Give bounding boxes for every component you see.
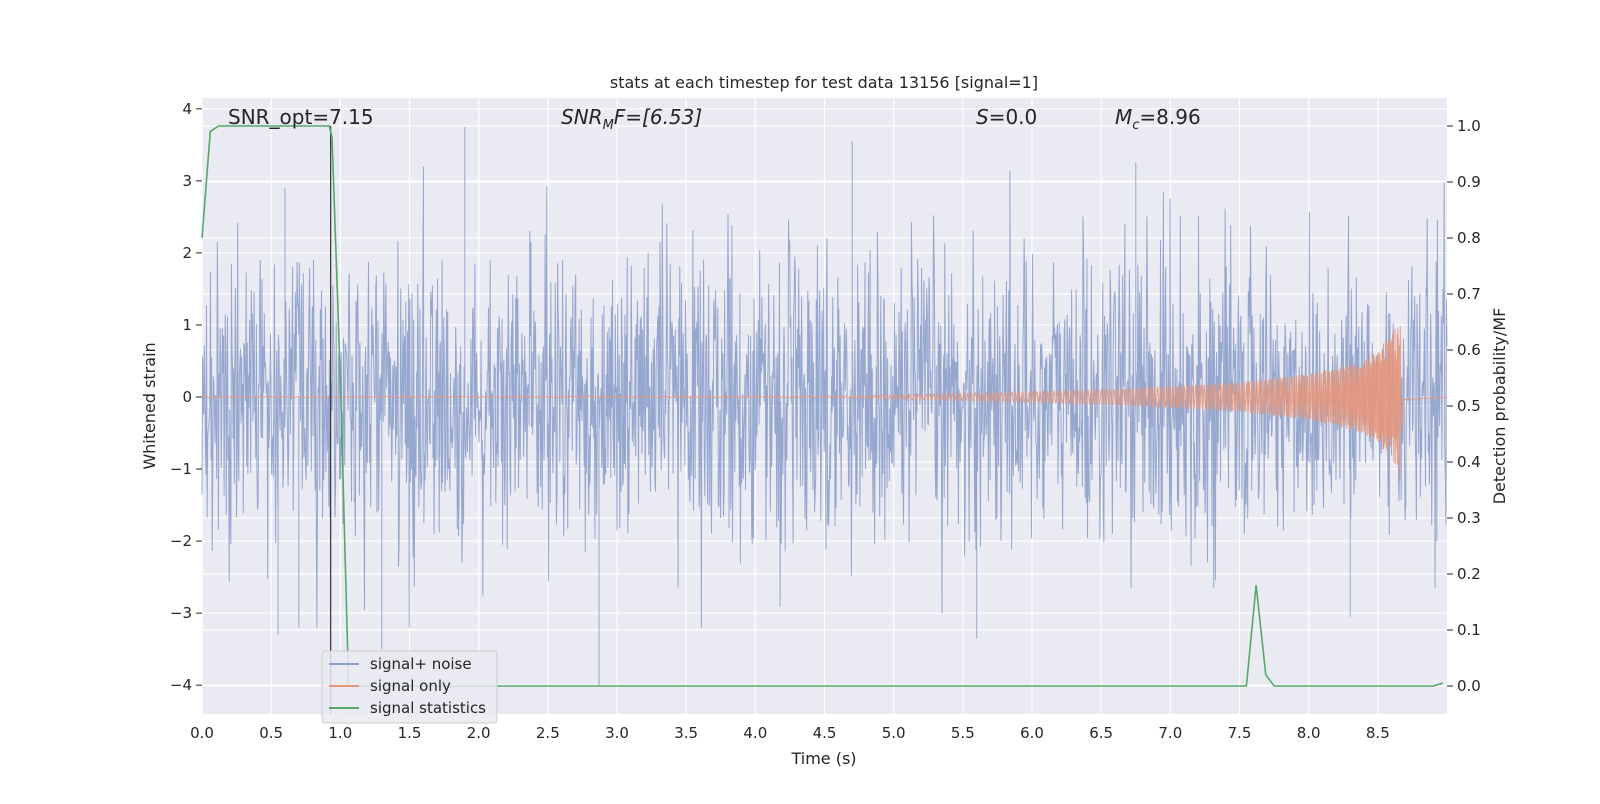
y-left-tick-label: 3 xyxy=(182,172,192,190)
legend: signal+ noise signal only signal statist… xyxy=(321,650,498,724)
annotation-snr-mf: SNRMF=[6.53] xyxy=(561,105,702,133)
x-tick-label: 8.0 xyxy=(1297,724,1321,742)
x-tick-label: 0.5 xyxy=(259,724,283,742)
legend-box xyxy=(321,650,498,724)
x-tick-label: 5.0 xyxy=(882,724,906,742)
y-axis-label-right: Detection probability/MF xyxy=(1490,308,1509,505)
x-tick-label: 6.5 xyxy=(1089,724,1113,742)
x-tick-label: 7.5 xyxy=(1228,724,1252,742)
x-tick-label: 5.5 xyxy=(951,724,975,742)
annotation-mc-symbol: M xyxy=(1115,105,1132,129)
y-left-tick-label: 0 xyxy=(182,388,192,406)
y-left-tick-label: −3 xyxy=(170,604,192,622)
x-axis-label: Time (s) xyxy=(790,749,856,768)
chart-title: stats at each timestep for test data 131… xyxy=(610,73,1038,92)
y-right-tick-label: 1.0 xyxy=(1457,117,1481,135)
y-left-tick-label: −1 xyxy=(170,460,192,478)
annotation-mc-subscript: c xyxy=(1132,118,1139,133)
annotation-mc: Mc=8.96 xyxy=(1115,105,1201,133)
y-right-tick-label: 0.4 xyxy=(1457,453,1481,471)
x-tick-label: 0.0 xyxy=(190,724,214,742)
series-signal-noise xyxy=(201,126,1448,686)
x-tick-label: 6.0 xyxy=(1020,724,1044,742)
y-right-tick-label: 0.5 xyxy=(1457,397,1481,415)
y-left-tick-label: −2 xyxy=(170,532,192,550)
y-right-tick-label: 0.8 xyxy=(1457,229,1481,247)
legend-label-signal-only: signal only xyxy=(370,677,451,695)
x-tick-label: 7.0 xyxy=(1158,724,1182,742)
annotation-snr-mf-rest: F=[6.53] xyxy=(614,105,702,129)
y-left-tick-label: 1 xyxy=(182,316,192,334)
x-tick-label: 1.5 xyxy=(398,724,422,742)
x-tick-label: 8.5 xyxy=(1366,724,1390,742)
ticks-layer: 0.0 0.5 1.0 1.5 2.0 2.5 3.0 3.5 4.0 4.5 5.0 5.5 6.0 6… xyxy=(170,100,1481,742)
y-left-tick-label: 2 xyxy=(182,244,192,262)
y-right-tick-label: 0.0 xyxy=(1457,677,1481,695)
annotation-mc-rest: =8.96 xyxy=(1139,105,1200,129)
x-tick-label: 3.5 xyxy=(674,724,698,742)
legend-label-signal-noise: signal+ noise xyxy=(370,655,472,673)
x-tick-label: 1.0 xyxy=(328,724,352,742)
y-right-tick-label: 0.7 xyxy=(1457,285,1481,303)
annotation-s-rest: =0.0 xyxy=(989,105,1038,129)
x-tick-label: 4.0 xyxy=(743,724,767,742)
annotation-s: S=0.0 xyxy=(976,105,1037,129)
x-tick-label: 2.0 xyxy=(467,724,491,742)
y-axis-label-left: Whitened strain xyxy=(140,342,159,469)
y-right-tick-label: 0.6 xyxy=(1457,341,1481,359)
annotation-snr-mf-symbol: SNR xyxy=(561,105,603,129)
y-right-tick-label: 0.9 xyxy=(1457,173,1481,191)
series-signal-only xyxy=(201,326,1448,480)
x-tick-label: 4.5 xyxy=(813,724,837,742)
x-tick-label: 2.5 xyxy=(536,724,560,742)
x-tick-label: 3.0 xyxy=(605,724,629,742)
legend-label-signal-statistics: signal statistics xyxy=(370,699,486,717)
annotation-snr-opt: SNR_opt=7.15 xyxy=(228,105,374,129)
annotation-s-symbol: S xyxy=(976,105,989,129)
y-right-tick-label: 0.1 xyxy=(1457,621,1481,639)
y-right-tick-label: 0.2 xyxy=(1457,565,1481,583)
y-right-tick-label: 0.3 xyxy=(1457,509,1481,527)
y-left-tick-label: 4 xyxy=(182,100,192,118)
annotation-snr-mf-subscript: M xyxy=(603,118,614,133)
y-left-tick-label: −4 xyxy=(170,676,192,694)
